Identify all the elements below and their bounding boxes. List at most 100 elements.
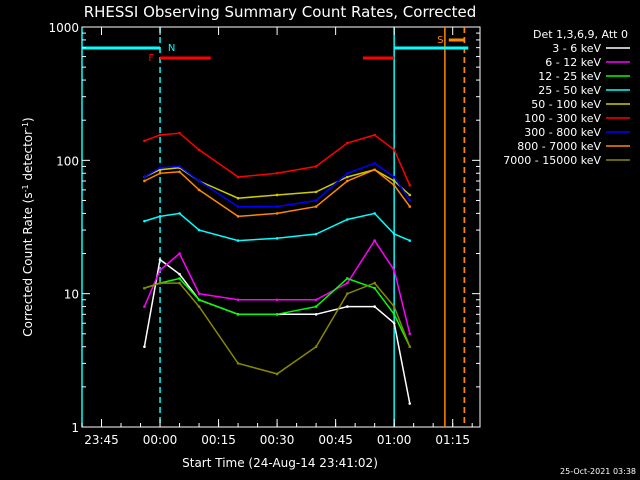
x-axis-ticks: 23:45 00:00 00:15 00:30 00:45 01:00 01:15 [81,27,473,447]
footer-timestamp: 25-Oct-2021 03:38 [560,467,636,476]
series-point [236,196,240,200]
series-point [197,179,201,183]
series-point [236,239,240,242]
series-point [408,345,412,349]
series-point [346,141,349,145]
series-point [158,166,162,170]
saa-label: S [437,35,443,46]
legend-item-label: 100 - 300 keV [524,112,601,125]
legend-item-label: 7000 - 15000 keV [503,154,601,167]
series-point [346,179,349,183]
night-label: N [168,43,175,54]
series-point [178,165,181,168]
series-point [197,292,201,295]
series-point [143,305,146,308]
series-point [158,168,162,172]
series-point [408,193,412,197]
series-point [346,171,349,175]
series-point [392,268,396,272]
legend-item-label: 3 - 6 keV [552,42,601,55]
series-point [275,205,279,208]
x-tick-label: 00:45 [318,433,353,447]
chart-title: RHESSI Observing Summary Count Rates, Co… [84,3,477,21]
series-point [373,162,376,165]
series-point [373,281,376,285]
series-point [373,305,376,308]
y-axis-label-end: detector [21,130,35,185]
y-tick-label: 1000 [48,21,79,35]
series-point [197,298,201,302]
series-point [392,179,396,183]
series-point [275,212,279,215]
x-tick-label: 01:00 [377,433,412,447]
series-point [143,175,146,179]
y-axis-label-main: Corrected Count Rate (s [21,192,35,336]
series-point [346,281,349,285]
series-point [236,313,240,316]
series-point [314,165,318,168]
series-point [236,175,240,179]
series-point [275,313,279,316]
flag-bars: N F S [81,27,469,427]
series-point [346,305,349,308]
series-point [314,313,318,316]
y-axis-label: Corrected Count Rate (s-1 detector-1) [21,117,35,336]
series-point [314,205,318,208]
flare-label: F [148,53,154,64]
series-point [178,170,181,174]
series-point [143,286,146,290]
series-point [178,281,181,285]
series-point [143,219,146,223]
x-tick-label: 00:15 [201,433,236,447]
series-point [392,313,396,316]
y-axis-label-sup-1: -1 [21,184,30,192]
series-point [392,183,396,187]
series-point [236,215,240,218]
series-point [236,298,240,302]
series-point [392,305,396,308]
series-point [197,305,201,308]
legend-item-label: 6 - 12 keV [545,56,601,69]
series-point [346,277,349,280]
series-point [346,218,349,221]
series-point [275,372,279,376]
series-point [158,281,162,285]
series-point [346,175,349,179]
series-layer [143,131,412,405]
series-point [314,232,318,236]
x-axis-label: Start Time (24-Aug-14 23:41:02) [182,456,378,470]
x-tick-label: 23:45 [84,433,119,447]
legend-item-label: 50 - 100 keV [531,98,601,111]
series-point [275,193,279,197]
series-point [143,139,146,143]
y-axis-ticks: 1 10 100 1000 [48,21,480,435]
y-tick-label: 1 [71,421,79,435]
series-point [392,148,396,152]
series-point [197,228,201,232]
series-point [373,286,376,290]
series-point [314,190,318,194]
series-point [197,188,201,192]
x-tick-label: 01:15 [435,433,470,447]
series-point [314,345,318,349]
series-point [275,237,279,240]
y-axis-label-close: ) [21,117,35,122]
legend-item-label: 800 - 7000 keV [517,140,601,153]
series-point [373,212,376,215]
x-tick-label: 00:00 [143,433,178,447]
series-point [314,305,318,308]
x-tick-label: 00:30 [260,433,295,447]
series-point [158,268,162,272]
series-point [197,148,201,152]
series-point [373,239,376,242]
legend-item-label: 12 - 25 keV [538,70,601,83]
series-point [373,133,376,137]
y-axis-label-sup-2: -1 [21,122,30,130]
series-point [275,171,279,175]
legend-item-label: 25 - 50 keV [538,84,601,97]
series-point [158,215,162,218]
y-tick-label: 10 [64,288,79,302]
series-point [178,131,181,135]
